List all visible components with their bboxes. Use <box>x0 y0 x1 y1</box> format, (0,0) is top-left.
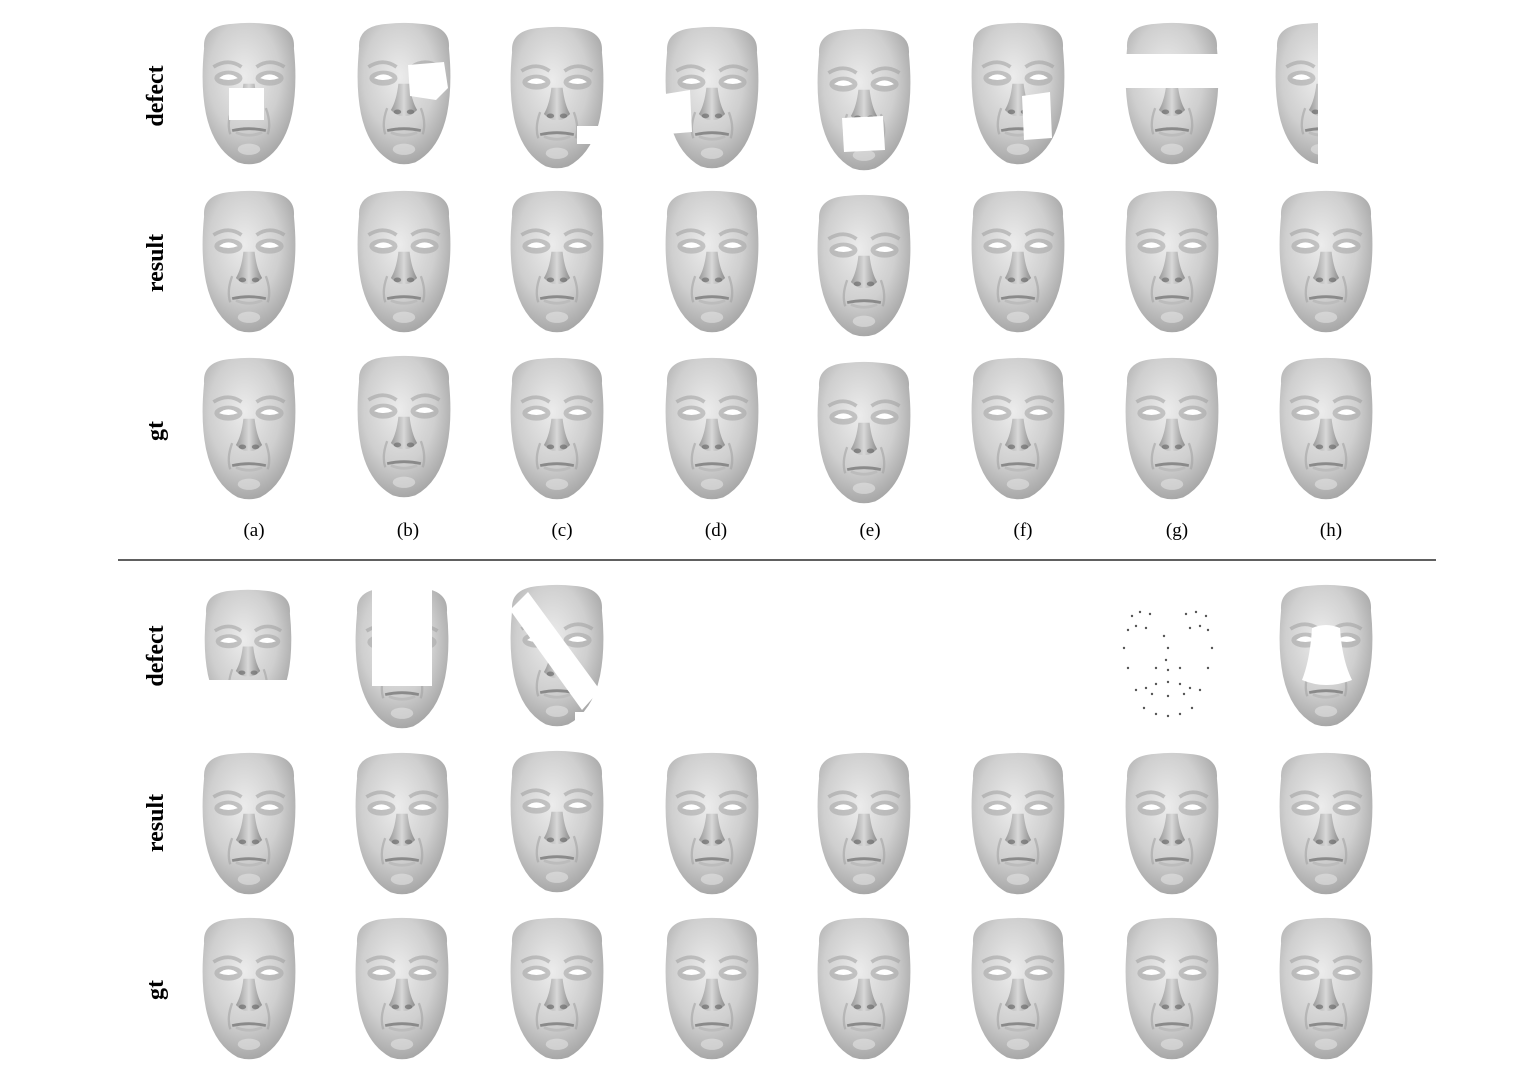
face-defect-h-top <box>1273 18 1388 174</box>
face-result-d-bottom <box>663 751 761 897</box>
face-defect-c-bottom <box>508 583 612 732</box>
face-gt-g-bottom <box>1123 916 1221 1062</box>
row-label-result-top: result <box>143 234 169 292</box>
face-gt-c-bottom <box>508 916 606 1062</box>
face-defect-h-bottom <box>1277 583 1375 729</box>
column-label-h: (h) <box>1320 520 1342 541</box>
face-result-f-top <box>969 189 1067 335</box>
bottom-defect-row <box>190 583 1375 740</box>
row-label-gt-top: gt <box>143 421 169 441</box>
face-result-e-bottom <box>815 751 913 897</box>
face-defect-a-bottom <box>190 587 310 740</box>
row-label-defect-top: defect <box>143 65 169 126</box>
face-gt-b-bottom <box>353 916 451 1062</box>
column-label-d: (d) <box>705 520 727 541</box>
column-labels: (a) (b) (c) (d) (e) (f) (g) (h) <box>243 520 1342 541</box>
bottom-panel: defect result gt <box>143 583 1375 1062</box>
face-gt-g-top <box>1123 356 1221 502</box>
face-defect-b-bottom <box>353 584 451 731</box>
face-result-b-top <box>355 189 453 335</box>
face-gt-h-top <box>1277 356 1375 502</box>
face-gt-a-top <box>200 356 298 502</box>
row-label-result-bottom: result <box>143 794 169 852</box>
row-label-gt-bottom: gt <box>143 980 169 1000</box>
face-result-f-bottom <box>969 751 1067 897</box>
bottom-result-row <box>200 749 1375 897</box>
face-result-a-top <box>200 189 298 335</box>
column-label-b: (b) <box>397 520 419 541</box>
face-gt-b-top <box>355 354 453 500</box>
face-result-g-top <box>1123 189 1221 335</box>
top-panel: defect result gt <box>143 18 1388 541</box>
face-defect-c-top <box>508 25 606 171</box>
column-label-a: (a) <box>243 520 264 541</box>
top-result-row <box>200 189 1375 339</box>
face-gt-c-top <box>508 356 606 502</box>
face-defect-g-top <box>1112 21 1232 167</box>
face-defect-d-top <box>663 25 761 171</box>
face-defect-f-bottom <box>978 624 1056 704</box>
face-gt-f-bottom <box>969 916 1067 1062</box>
face-defect-d-bottom <box>663 680 761 729</box>
top-defect-row <box>200 18 1388 174</box>
face-result-h-top <box>1277 189 1375 335</box>
face-result-a-bottom <box>200 751 298 897</box>
face-defect-b-top <box>355 21 453 167</box>
column-label-e: (e) <box>859 520 880 541</box>
column-label-f: (f) <box>1014 520 1033 541</box>
face-result-h-bottom <box>1277 751 1375 897</box>
bottom-gt-row <box>200 916 1375 1062</box>
face-defect-e-bottom <box>816 602 912 710</box>
face-defect-a-top <box>200 21 298 167</box>
face-gt-d-bottom <box>663 916 761 1062</box>
row-label-defect-bottom: defect <box>143 625 169 686</box>
face-result-c-bottom <box>508 749 606 895</box>
face-defect-e-top <box>815 27 913 173</box>
face-result-d-top <box>663 189 761 335</box>
face-gt-a-bottom <box>200 916 298 1062</box>
column-label-g: (g) <box>1166 520 1188 541</box>
face-defect-g-bottom <box>1122 610 1214 718</box>
face-result-c-top <box>508 189 606 335</box>
face-gt-e-top <box>815 360 913 506</box>
face-gt-h-bottom <box>1277 916 1375 1062</box>
face-defect-f-top <box>969 21 1067 167</box>
face-result-b-bottom <box>353 751 451 897</box>
face-result-e-top <box>815 193 913 339</box>
face-gt-f-top <box>969 356 1067 502</box>
top-gt-row <box>200 354 1375 506</box>
face-gt-d-top <box>663 356 761 502</box>
column-label-c: (c) <box>551 520 572 541</box>
face-result-g-bottom <box>1123 751 1221 897</box>
face-gt-e-bottom <box>815 916 913 1062</box>
